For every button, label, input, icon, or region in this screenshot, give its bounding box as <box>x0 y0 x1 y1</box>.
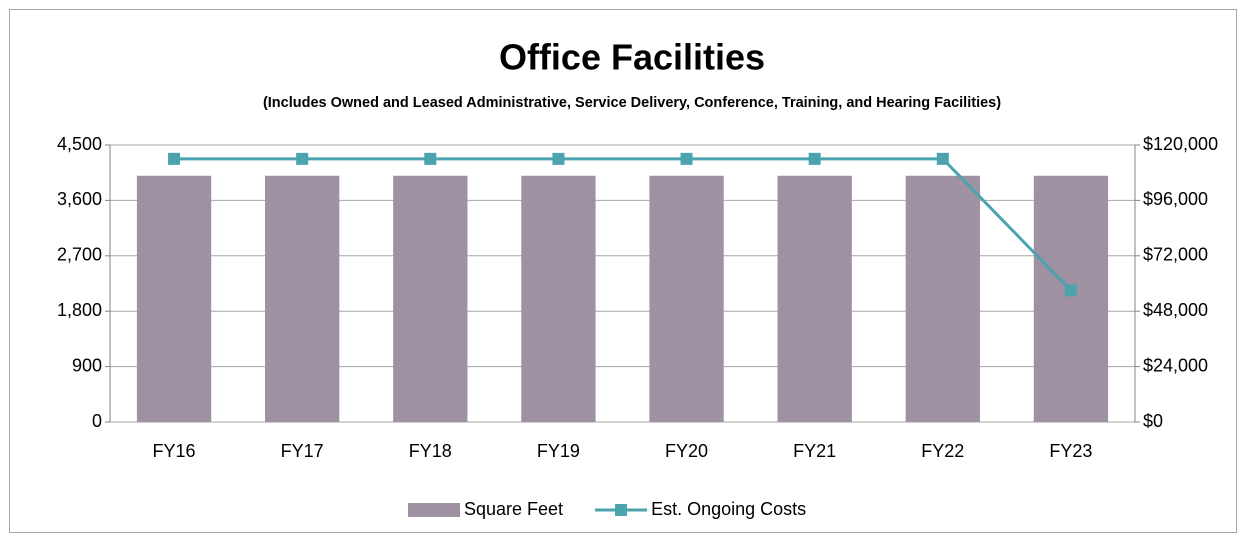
line-marker <box>680 152 693 165</box>
y-tick-label: 0 <box>92 411 102 431</box>
legend-swatch-marker <box>615 504 628 516</box>
line <box>174 157 1073 292</box>
line-marker <box>424 152 437 165</box>
y2-tick-label: $120,000 <box>1143 134 1218 154</box>
chart-subtitle: (Includes Owned and Leased Administrativ… <box>263 95 1001 111</box>
y2-tick-label: $0 <box>1143 411 1163 431</box>
x-tick-label: FY18 <box>409 441 452 461</box>
x-tick-label: FY23 <box>1049 441 1092 461</box>
y-tick-label: 4,500 <box>57 134 102 154</box>
line-marker <box>1064 284 1077 297</box>
line-marker <box>168 152 181 165</box>
chart-title: Office Facilities <box>499 37 765 78</box>
y-tick-label: 1,800 <box>57 300 102 320</box>
bar <box>265 175 340 422</box>
bar <box>777 175 852 422</box>
bar <box>136 175 212 422</box>
y2-tick-label: $24,000 <box>1143 355 1208 375</box>
x-tick-label: FY19 <box>537 441 580 461</box>
y-tick-label: 2,700 <box>57 245 102 265</box>
x-tick-label: FY20 <box>665 441 708 461</box>
line-marker <box>552 152 565 165</box>
y-tick-label: 3,600 <box>57 189 102 209</box>
y-tick-label: 900 <box>72 355 102 375</box>
bar <box>1033 175 1109 422</box>
y2-tick-label: $72,000 <box>1143 245 1208 265</box>
legend-label: Est. Ongoing Costs <box>651 499 806 519</box>
line-marker <box>808 152 821 165</box>
legend-label: Square Feet <box>464 499 563 519</box>
y2-tick-label: $48,000 <box>1143 300 1208 320</box>
x-tick-label: FY22 <box>921 441 964 461</box>
x-tick-label: FY17 <box>281 441 324 461</box>
bar <box>521 175 596 422</box>
line-marker <box>936 152 949 165</box>
x-tick-label: FY16 <box>153 441 196 461</box>
x-tick-label: FY21 <box>793 441 836 461</box>
chart-border <box>9 9 1237 533</box>
line-marker <box>296 152 309 165</box>
bar <box>905 175 980 422</box>
legend-swatch <box>408 503 460 517</box>
y2-tick-label: $96,000 <box>1143 189 1208 209</box>
bar <box>649 175 724 422</box>
bar <box>393 175 468 422</box>
